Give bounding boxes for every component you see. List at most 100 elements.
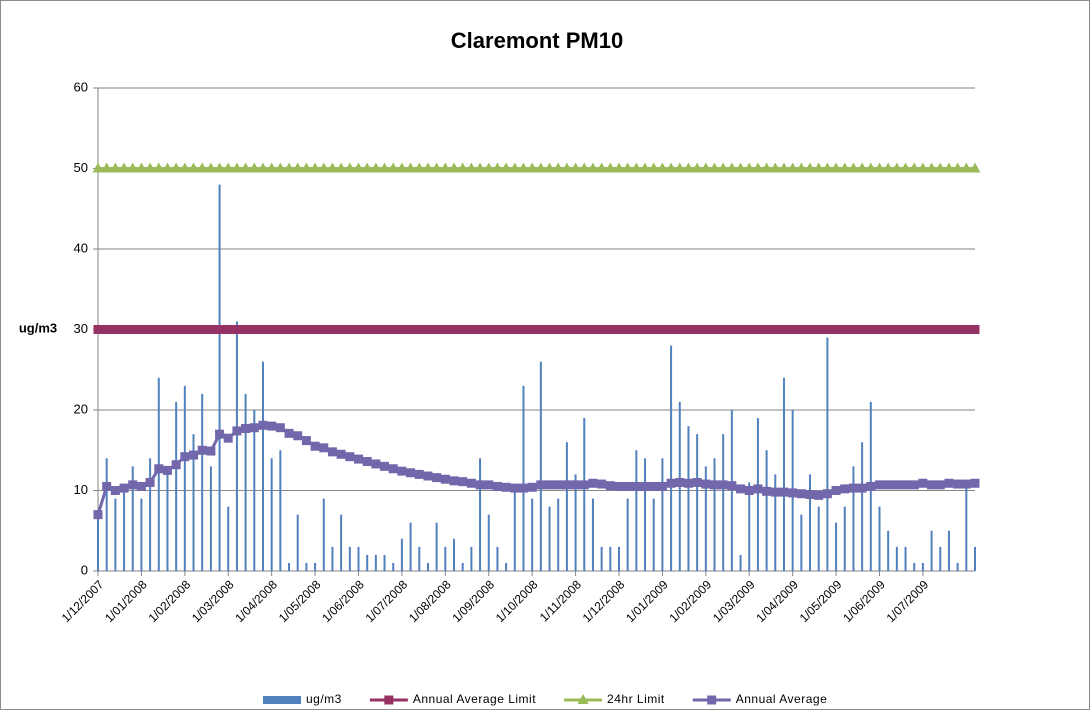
marker [458, 477, 468, 487]
marker [162, 465, 172, 475]
marker [215, 325, 225, 334]
marker [501, 482, 511, 492]
marker [710, 325, 720, 334]
marker [161, 162, 173, 173]
marker [484, 480, 494, 490]
bar [392, 562, 395, 571]
bar [826, 337, 829, 571]
bar [730, 410, 733, 571]
marker [961, 325, 971, 334]
marker [830, 162, 842, 173]
marker [953, 479, 963, 489]
marker [284, 428, 294, 438]
marker [518, 483, 528, 493]
marker [344, 162, 356, 173]
bar [114, 498, 117, 571]
marker [440, 474, 450, 484]
bar [817, 506, 820, 571]
marker [718, 480, 728, 490]
bar [479, 458, 482, 571]
marker [491, 162, 503, 173]
marker [510, 325, 520, 334]
marker [908, 162, 920, 173]
marker [414, 325, 424, 334]
marker [154, 325, 164, 334]
bar [227, 506, 230, 571]
marker [136, 325, 146, 334]
marker [301, 325, 311, 334]
marker [614, 481, 624, 491]
bar [418, 546, 421, 571]
bar [288, 562, 291, 571]
marker [692, 325, 702, 334]
marker [109, 162, 121, 173]
marker [293, 325, 303, 334]
marker [597, 325, 607, 334]
marker [657, 481, 667, 491]
bar [235, 321, 238, 571]
legend-label: Annual Average [736, 692, 828, 706]
bar [765, 450, 768, 571]
marker [536, 480, 546, 490]
marker [517, 162, 529, 173]
legend-marker [577, 694, 589, 704]
marker [380, 461, 390, 471]
marker [362, 325, 372, 334]
marker [241, 424, 251, 434]
marker [675, 325, 685, 334]
marker [597, 479, 607, 489]
marker [283, 162, 295, 173]
marker [197, 325, 207, 334]
marker [423, 325, 433, 334]
marker [753, 484, 763, 494]
bar [531, 498, 534, 571]
marker [953, 325, 963, 334]
marker [284, 325, 294, 334]
chart-title: Claremont PM10 [451, 28, 623, 53]
marker [727, 325, 737, 334]
marker [874, 480, 884, 490]
marker [701, 325, 711, 334]
marker [500, 162, 512, 173]
bar [583, 418, 586, 571]
bar [140, 498, 143, 571]
marker [371, 325, 381, 334]
marker [579, 325, 589, 334]
marker [214, 162, 226, 173]
marker [769, 162, 781, 173]
marker [814, 490, 824, 500]
bar [739, 554, 742, 571]
bar [270, 458, 273, 571]
marker [562, 325, 572, 334]
bar [322, 498, 325, 571]
marker [223, 433, 233, 443]
marker [144, 162, 156, 173]
marker [683, 325, 693, 334]
marker [222, 162, 234, 173]
marker [353, 325, 363, 334]
marker [744, 325, 754, 334]
marker [145, 325, 155, 334]
bar [626, 498, 629, 571]
marker [361, 162, 373, 173]
marker [944, 325, 954, 334]
bar [192, 434, 195, 571]
marker [961, 479, 971, 489]
marker [301, 436, 311, 446]
marker [674, 162, 686, 173]
marker [406, 468, 416, 478]
marker [682, 162, 694, 173]
bar [887, 530, 890, 571]
plot-area [92, 162, 981, 571]
bar [348, 546, 351, 571]
bar [635, 450, 638, 571]
bar [748, 482, 751, 571]
bar [609, 546, 612, 571]
marker [102, 481, 112, 491]
marker [458, 325, 468, 334]
marker [623, 481, 633, 491]
bar [617, 546, 620, 571]
bar [852, 466, 855, 571]
bar [522, 385, 525, 571]
marker [189, 450, 199, 460]
